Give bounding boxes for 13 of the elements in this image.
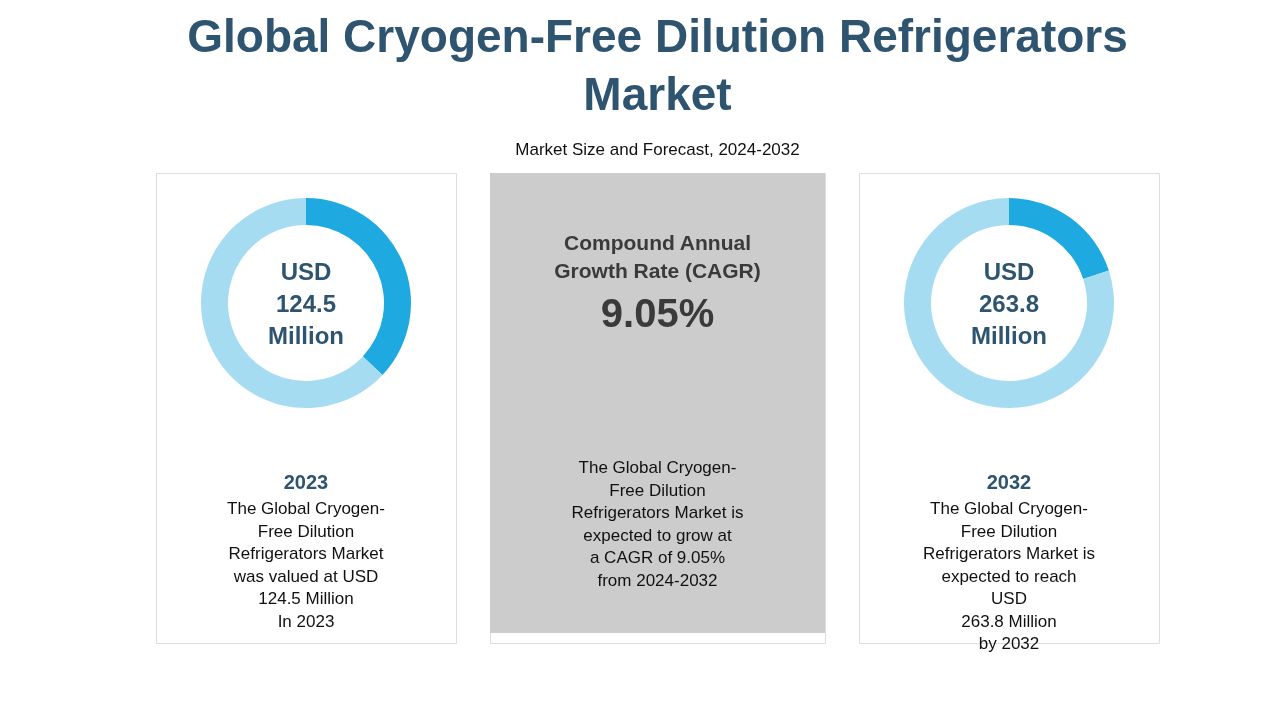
text: Compound Annual Growth Rate (CAGR) — [554, 231, 761, 282]
text: The Global Cryogen- Free Dilution Refrigerators Market was valued at USD 124.5 Million In 2023 — [227, 499, 385, 631]
text: USD 263.8 Million — [971, 258, 1047, 349]
text: USD 124.5 Million — [268, 258, 344, 349]
text: 2023 — [283, 471, 329, 493]
text: Market Size and Forecast, 2024-2032 — [515, 139, 800, 159]
text: 2032 — [986, 471, 1032, 493]
donut-slice — [904, 198, 1114, 408]
text: The Global Cryogen- Free Dilution Refrigerators Market is expected to grow at a CAGR of 9.05% from 2024-2032 — [571, 458, 744, 590]
donut-slice — [201, 198, 383, 408]
text: The Global Cryogen- Free Dilution Refrigerators Market is expected to reach USD 263.8 Million by 2032 — [923, 499, 1095, 653]
text: 9.05% — [600, 291, 715, 335]
text: Global Cryogen-Free Dilution Refrigerators Market — [187, 9, 1128, 120]
